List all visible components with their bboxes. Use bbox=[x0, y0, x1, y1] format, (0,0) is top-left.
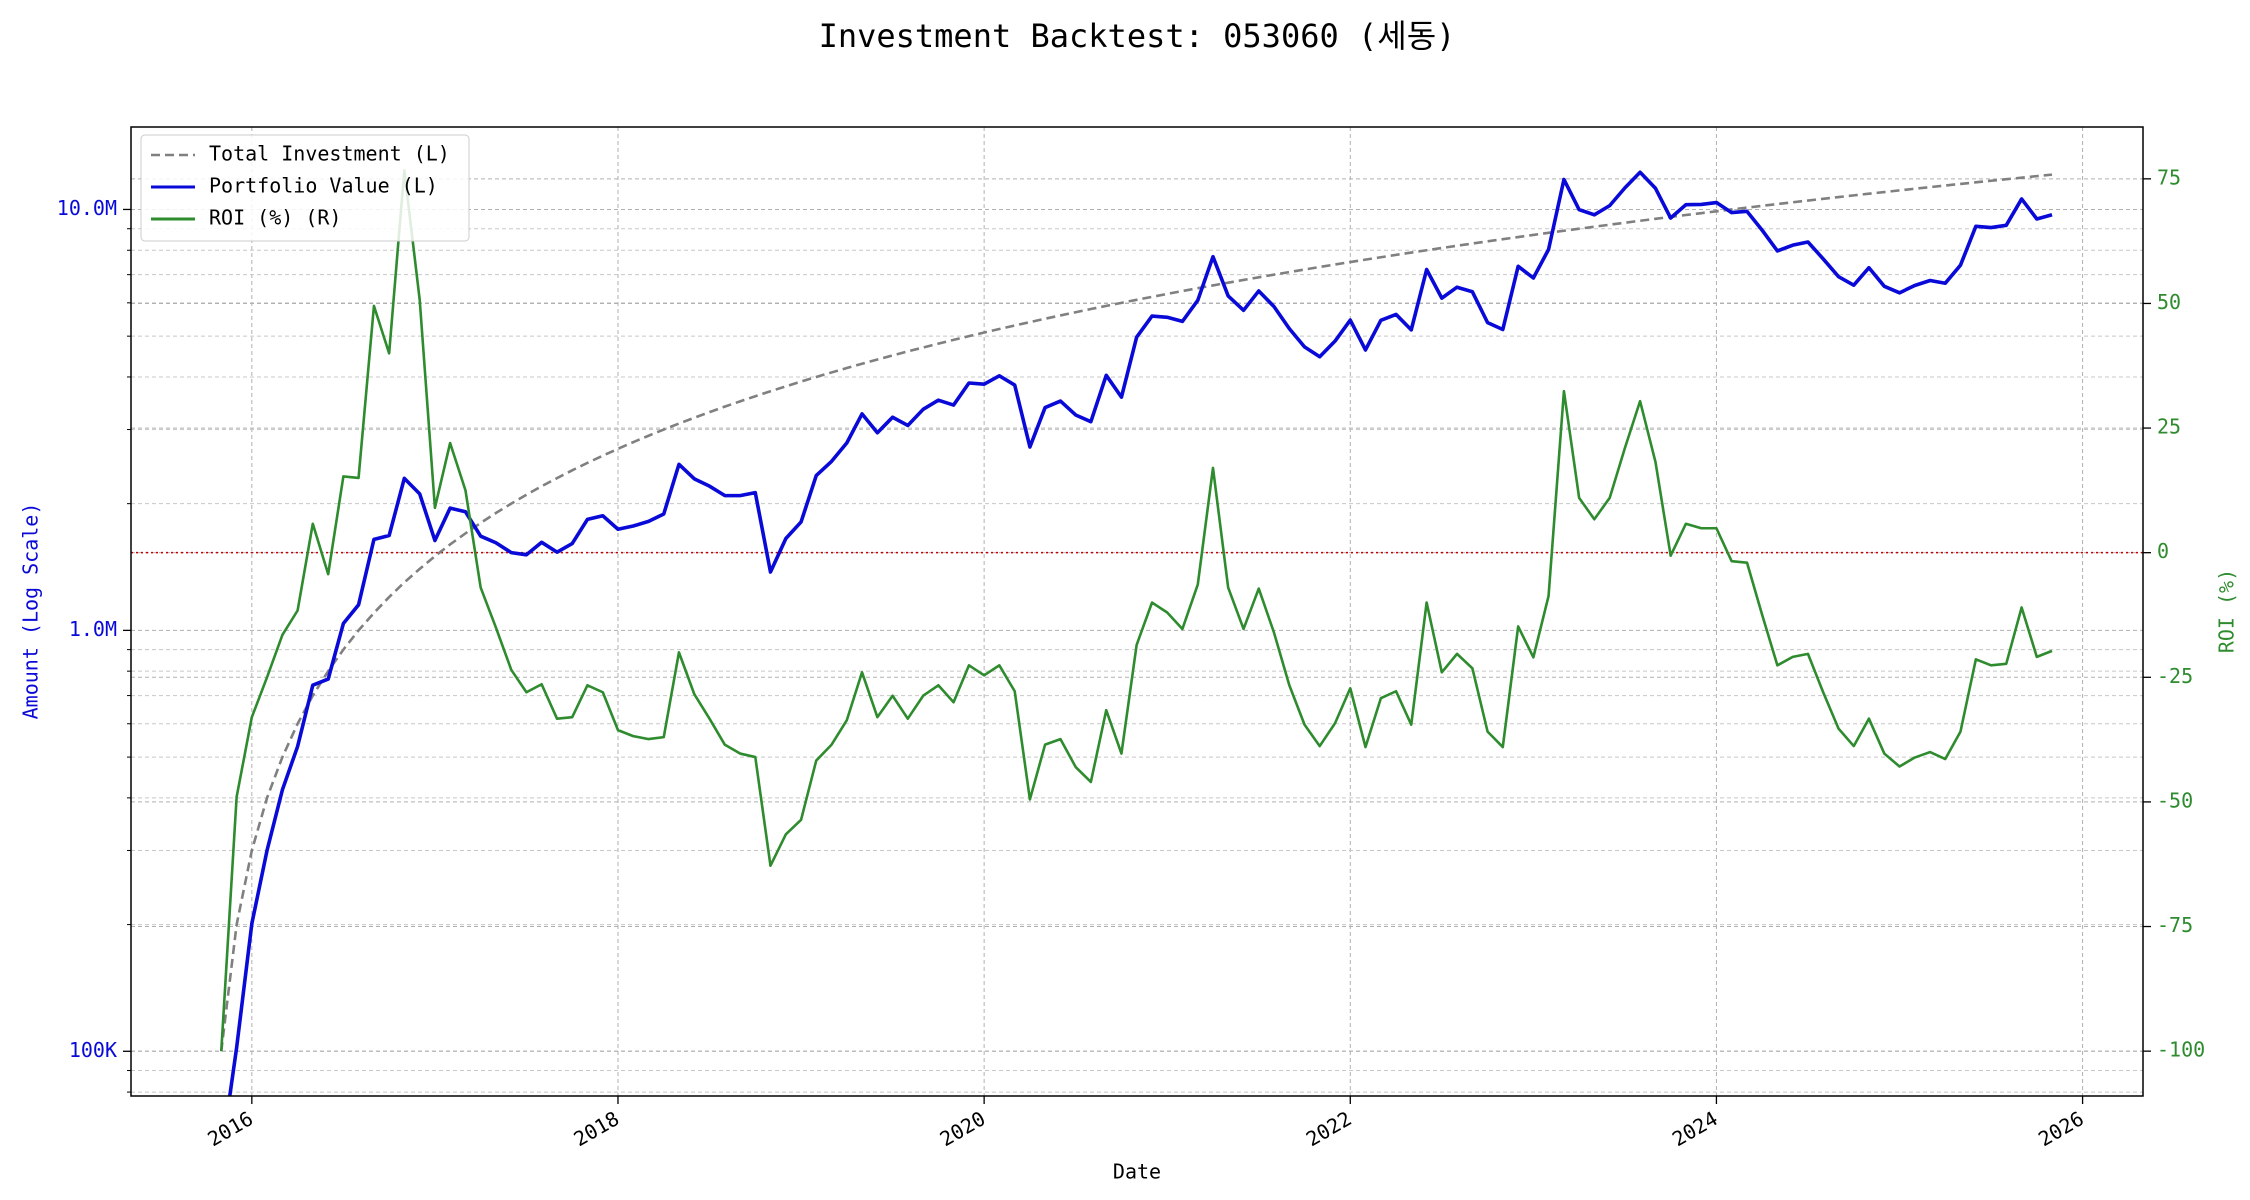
legend-label: Total Investment (L) bbox=[209, 142, 450, 166]
series-line bbox=[219, 173, 2053, 1052]
y-tick-label: 1.0M bbox=[69, 617, 117, 641]
y-axis-label: Amount (Log Scale) bbox=[19, 503, 43, 720]
chart-title: Investment Backtest: 053060 (세동) bbox=[819, 17, 1456, 55]
plot-area bbox=[131, 169, 2143, 1096]
y2-tick-label: 25 bbox=[2157, 415, 2181, 439]
y2-tick-label: -100 bbox=[2157, 1038, 2205, 1062]
legend-label: Portfolio Value (L) bbox=[209, 174, 438, 198]
legend-box bbox=[140, 134, 470, 242]
y2-tick-label: -25 bbox=[2157, 664, 2193, 688]
y-tick-label: 10.0M bbox=[57, 196, 117, 220]
legend-label: ROI (%) (R) bbox=[209, 206, 341, 230]
plot-frame bbox=[130, 126, 2144, 1097]
y2-tick-label: 75 bbox=[2157, 165, 2181, 189]
series-line bbox=[219, 169, 2053, 1052]
series-line bbox=[227, 170, 2053, 1096]
y2-tick-label: -50 bbox=[2157, 788, 2193, 812]
legend: Total Investment (L) Portfolio Value (L) R… bbox=[140, 134, 470, 242]
x-axis-label: Date bbox=[1113, 1160, 1161, 1184]
y2-axis-label: ROI (%) bbox=[2215, 569, 2239, 653]
y2-tick-label: 0 bbox=[2157, 539, 2169, 563]
y-tick-label: 100K bbox=[69, 1038, 117, 1062]
y2-tick-label: 50 bbox=[2157, 290, 2181, 314]
y2-tick-label: -75 bbox=[2157, 913, 2193, 937]
